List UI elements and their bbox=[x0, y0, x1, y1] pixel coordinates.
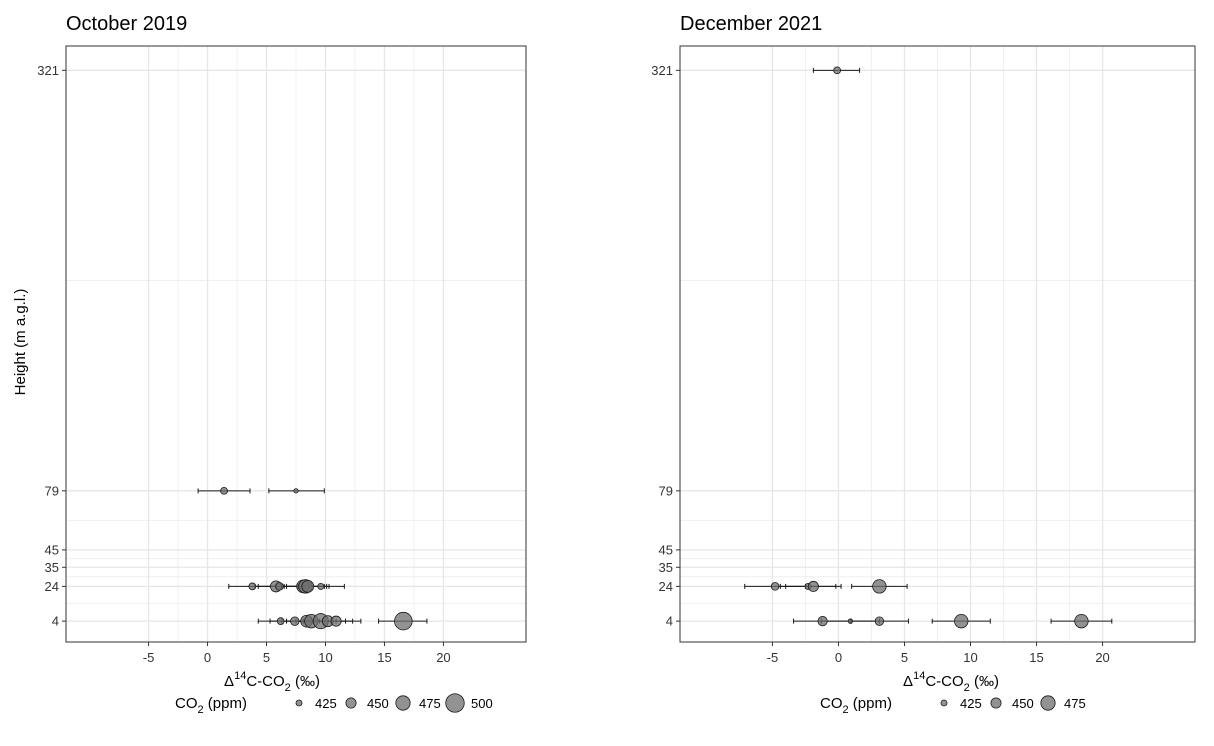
x-tick-label: 0 bbox=[835, 650, 842, 665]
y-tick-label: 4 bbox=[52, 614, 59, 629]
y-tick-label: 321 bbox=[37, 63, 59, 78]
y-axis-label: Height (m a.g.l.) bbox=[12, 289, 29, 396]
data-point bbox=[847, 618, 853, 624]
panel-frame bbox=[65, 45, 527, 643]
legend-key bbox=[445, 693, 465, 713]
data-point bbox=[293, 488, 299, 494]
x-tick-label: 10 bbox=[318, 650, 332, 665]
legend-title-unit: (ppm) bbox=[849, 695, 892, 712]
legend-label: 425 bbox=[315, 696, 337, 711]
legend-title-unit: (ppm) bbox=[204, 695, 247, 712]
data-point bbox=[874, 616, 885, 626]
legend-title: CO2 (ppm) bbox=[175, 695, 247, 716]
data-point bbox=[817, 616, 828, 627]
data-point bbox=[872, 579, 887, 594]
x-tick-label: -5 bbox=[767, 650, 779, 665]
x-label-superscript: 14 bbox=[234, 670, 246, 682]
y-tick-label: 35 bbox=[659, 560, 673, 575]
x-axis-label: Δ14C-CO2 (‰) bbox=[224, 670, 320, 694]
x-tick-label: 10 bbox=[963, 650, 977, 665]
x-tick-label: -5 bbox=[143, 650, 155, 665]
x-label-delta: Δ bbox=[903, 673, 913, 690]
data-point bbox=[954, 613, 969, 629]
legend-title-subscript: 2 bbox=[843, 704, 849, 716]
x-label-unit: (‰) bbox=[291, 673, 320, 690]
x-tick-label: 5 bbox=[263, 650, 270, 665]
y-tick-label: 24 bbox=[45, 579, 59, 594]
data-point bbox=[317, 582, 325, 590]
legend-key bbox=[990, 697, 1002, 709]
panel-december-2021: December 2021 -5 0 5 10 15 20 4 24 35 45 79 321 Δ14… bbox=[651, 13, 1196, 716]
plot-area: -5 0 5 10 15 20 4 24 35 45 79 321 bbox=[37, 45, 527, 665]
y-tick-label: 45 bbox=[45, 542, 59, 557]
data-point bbox=[248, 582, 257, 591]
x-label-delta: Δ bbox=[224, 673, 234, 690]
x-label-carbon: C-CO bbox=[246, 673, 284, 690]
x-tick-label: 20 bbox=[436, 650, 450, 665]
x-tick-label: 15 bbox=[377, 650, 391, 665]
x-tick-label: 0 bbox=[204, 650, 211, 665]
legend-title-main: CO bbox=[820, 695, 843, 712]
y-tick-label: 45 bbox=[659, 542, 673, 557]
panel-title: October 2019 bbox=[66, 13, 187, 35]
legend-title: CO2 (ppm) bbox=[820, 695, 892, 716]
x-label-superscript: 14 bbox=[913, 670, 925, 682]
panel-frame bbox=[679, 45, 1196, 643]
y-tick-label: 79 bbox=[45, 483, 59, 498]
x-label-carbon: C-CO bbox=[925, 673, 963, 690]
x-label-unit: (‰) bbox=[970, 673, 999, 690]
y-tick-label: 4 bbox=[666, 614, 673, 629]
y-tick-label: 24 bbox=[659, 579, 673, 594]
x-axis-label: Δ14C-CO2 (‰) bbox=[903, 670, 999, 694]
legend-label: 450 bbox=[367, 696, 389, 711]
legend-key bbox=[1040, 695, 1056, 711]
data-point bbox=[1074, 613, 1089, 629]
y-tick-label: 35 bbox=[45, 560, 59, 575]
x-tick-label: 5 bbox=[901, 650, 908, 665]
legend-title-subscript: 2 bbox=[198, 704, 204, 716]
size-legend: CO2 (ppm) 425 450 475 500 bbox=[175, 693, 493, 716]
legend-key bbox=[395, 695, 411, 711]
size-legend: CO2 (ppm) 425 450 475 bbox=[820, 695, 1086, 716]
legend-key bbox=[295, 699, 303, 707]
data-point bbox=[220, 486, 228, 495]
x-tick-label: 20 bbox=[1095, 650, 1109, 665]
data-point bbox=[807, 580, 819, 592]
y-tick-label: 321 bbox=[651, 63, 673, 78]
legend-key bbox=[345, 697, 357, 709]
data-point bbox=[276, 617, 285, 625]
data-point bbox=[275, 582, 284, 591]
legend-label: 475 bbox=[419, 696, 441, 711]
plot-area: -5 0 5 10 15 20 4 24 35 45 79 321 bbox=[651, 45, 1196, 665]
legend-key bbox=[940, 699, 948, 707]
x-label-subscript: 2 bbox=[285, 682, 291, 694]
data-point bbox=[330, 615, 342, 627]
data-point bbox=[833, 66, 841, 75]
data-point bbox=[394, 611, 413, 631]
x-tick-label: 15 bbox=[1029, 650, 1043, 665]
data-point bbox=[770, 582, 780, 591]
legend-label: 450 bbox=[1012, 696, 1034, 711]
legend-label: 425 bbox=[960, 696, 982, 711]
data-point bbox=[301, 580, 315, 593]
data-point bbox=[290, 616, 300, 626]
legend-title-main: CO bbox=[175, 695, 198, 712]
x-label-subscript: 2 bbox=[964, 682, 970, 694]
y-tick-label: 79 bbox=[659, 483, 673, 498]
panel-title: December 2021 bbox=[680, 13, 822, 35]
legend-label: 475 bbox=[1064, 696, 1086, 711]
legend-label: 500 bbox=[471, 696, 493, 711]
